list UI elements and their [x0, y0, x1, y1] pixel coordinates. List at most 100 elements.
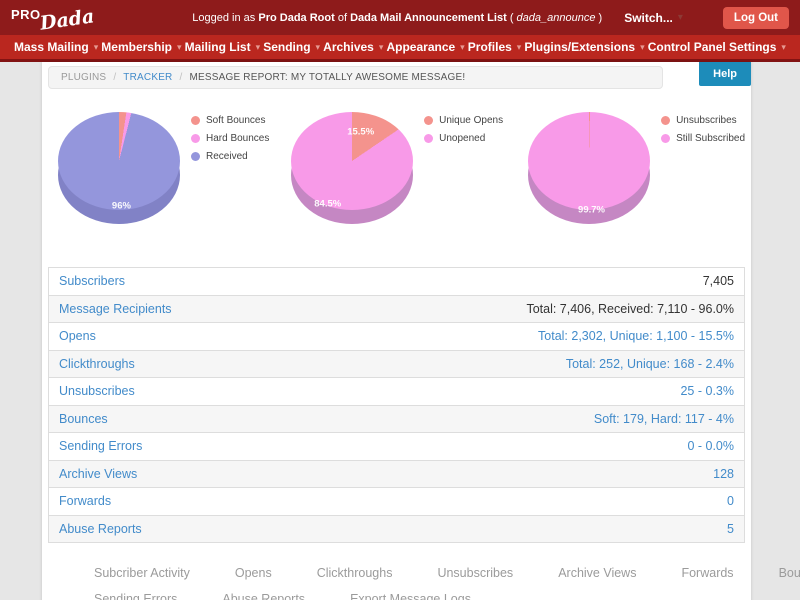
- stat-value-sending-errors: 0 - 0.0%: [257, 432, 745, 460]
- stat-link-abuse-reports[interactable]: Abuse Reports: [59, 521, 142, 536]
- stat-value-abuse-reports: 5: [257, 514, 745, 543]
- pie-percent-label: 96%: [111, 200, 131, 212]
- switch-list-dropdown[interactable]: Switch... ▾: [624, 11, 683, 25]
- footer-link-forwards[interactable]: Forwards: [681, 566, 734, 580]
- footer-link-subcriber-activity[interactable]: Subcriber Activity: [94, 566, 190, 580]
- login-user: Pro Dada Root: [258, 11, 335, 24]
- nav-item-label: Appearance: [386, 40, 456, 54]
- stat-label-cell: Subscribers: [49, 268, 258, 296]
- stat-value-clickthroughs: Total: 252, Unique: 168 - 2.4%: [257, 349, 745, 378]
- stat-label-cell: Bounces: [48, 404, 258, 433]
- stats-row-bounces: Bounces Soft: 179, Hard: 117 - 4%: [48, 404, 745, 433]
- pie-charts-section: 96% Soft Bounces Hard Bounces Received 15.5%…: [48, 112, 745, 254]
- stats-row-archive-views: Archive Views 128: [48, 459, 745, 488]
- stat-link-clickthroughs[interactable]: Clickthroughs: [59, 356, 135, 371]
- message-stats-table: Subscribers 7,405 Message Recipients Total:…: [48, 267, 745, 543]
- pro-dada-logo[interactable]: PRO Dada: [11, 4, 96, 35]
- nav-item-mass-mailing[interactable]: Mass Mailing ▾: [14, 40, 98, 54]
- nav-item-plugins-extensions[interactable]: Plugins/Extensions ▾: [524, 40, 644, 54]
- footer-link-sending-errors[interactable]: Sending Errors: [94, 592, 178, 600]
- footer-link-opens[interactable]: Opens: [234, 566, 272, 580]
- logo-pro-text: PRO: [11, 6, 41, 22]
- legend-label: Unique Opens: [439, 115, 504, 126]
- legend-opens: Unique Opens Unopened: [424, 115, 503, 151]
- report-footer-links: Subcriber Activity Opens Clickthroughs Unsu…: [48, 566, 800, 600]
- nav-item-sending[interactable]: Sending ▾: [263, 40, 320, 54]
- legend-item-soft-bounces: Soft Bounces: [191, 115, 269, 126]
- login-list-name: Dada Mail Announcement List: [350, 11, 507, 24]
- stat-link-bounces[interactable]: Bounces: [59, 411, 108, 426]
- legend-unsubscribes: Unsubscribes Still Subscribed: [661, 115, 745, 151]
- footer-link-export-message-logs[interactable]: Export Message Logs: [350, 592, 471, 600]
- chevron-down-icon: ▾: [93, 41, 99, 52]
- nav-item-label: Membership: [101, 40, 172, 54]
- legend-label: Unsubscribes: [676, 115, 737, 126]
- stat-link-opens[interactable]: Opens: [59, 329, 96, 343]
- footer-link-bounces[interactable]: Bounces: [778, 566, 800, 580]
- footer-link-clickthroughs[interactable]: Clickthroughs: [316, 566, 393, 580]
- nav-item-mailing-list[interactable]: Mailing List ▾: [185, 40, 261, 54]
- chevron-down-icon: ▾: [677, 12, 683, 23]
- pie-chart-unsubscribes: 99.7% Unsubscribes Still Subscribed: [503, 112, 745, 254]
- stat-link-unsubscribes[interactable]: Unsubscribes: [59, 384, 135, 398]
- chevron-down-icon: ▾: [460, 41, 465, 52]
- nav-item-appearance[interactable]: Appearance ▾: [386, 40, 464, 54]
- pie-surface: [528, 112, 651, 210]
- legend-color-dot: [191, 152, 200, 161]
- stat-link-forwards[interactable]: Forwards: [59, 494, 112, 508]
- top-header-bar: PRO Dada Logged in as Pro Dada Root of D…: [0, 0, 800, 35]
- stat-value-bounces: Soft: 179, Hard: 117 - 4%: [257, 404, 745, 433]
- legend-color-dot: [661, 134, 671, 143]
- login-of: of: [337, 11, 348, 24]
- nav-item-label: Mass Mailing: [14, 40, 89, 54]
- legend-color-dot: [191, 134, 200, 143]
- paren-open: (: [509, 11, 514, 24]
- footer-link-archive-views[interactable]: Archive Views: [558, 566, 637, 580]
- help-button[interactable]: Help: [699, 62, 751, 86]
- nav-item-membership[interactable]: Membership ▾: [101, 40, 181, 54]
- content-card: PLUGINS / TRACKER / MESSAGE REPORT: MY TOTAL…: [42, 62, 800, 600]
- log-out-button[interactable]: Log Out: [722, 6, 789, 29]
- legend-color-dot: [424, 116, 434, 125]
- stat-label-cell: Archive Views: [48, 459, 258, 488]
- breadcrumb-item-tracker[interactable]: TRACKER: [123, 72, 173, 83]
- legend-item-received: Received: [191, 151, 269, 162]
- nav-item-profiles[interactable]: Profiles ▾: [468, 40, 522, 54]
- footer-link-abuse-reports[interactable]: Abuse Reports: [222, 592, 306, 600]
- legend-item-hard-bounces: Hard Bounces: [191, 133, 269, 144]
- breadcrumb-item-message-report-my-totally-awesome-message: MESSAGE REPORT: MY TOTALLY AWESOME MESSA…: [189, 72, 466, 83]
- pie-chart-opens: 15.5% 84.5% Unique Opens Unopened: [271, 112, 503, 254]
- footer-link-unsubscribes[interactable]: Unsubscribes: [437, 566, 514, 580]
- logo-dada-text: Dada: [38, 4, 96, 35]
- nav-item-label: Control Panel Settings: [647, 40, 777, 54]
- stat-label-cell: Message Recipients: [48, 294, 258, 323]
- stats-row-clickthroughs: Clickthroughs Total: 252, Unique: 168 - 2…: [48, 349, 745, 378]
- legend-item-still-subscribed: Still Subscribed: [661, 133, 745, 144]
- legend-label: Unopened: [439, 133, 486, 144]
- chevron-down-icon: ▾: [640, 41, 645, 52]
- stat-link-sending-errors[interactable]: Sending Errors: [59, 439, 143, 453]
- stats-row-abuse-reports: Abuse Reports 5: [48, 514, 745, 543]
- stats-row-unsubscribes: Unsubscribes 25 - 0.3%: [48, 377, 745, 405]
- stat-value-unsubscribes: 25 - 0.3%: [257, 377, 745, 405]
- stats-row-subscribers: Subscribers 7,405: [49, 268, 745, 296]
- legend-label: Hard Bounces: [206, 133, 270, 144]
- stat-link-archive-views[interactable]: Archive Views: [59, 466, 138, 481]
- nav-item-label: Plugins/Extensions: [524, 40, 636, 54]
- stat-link-subscribers[interactable]: Subscribers: [59, 274, 125, 288]
- stat-link-message-recipients[interactable]: Message Recipients: [59, 301, 172, 316]
- nav-item-control-panel-settings[interactable]: Control Panel Settings ▾: [648, 40, 786, 54]
- stat-label-cell: Opens: [48, 322, 258, 350]
- nav-item-archives[interactable]: Archives ▾: [323, 40, 383, 54]
- legend-item-unopened: Unopened: [424, 133, 503, 144]
- legend-label: Received: [206, 151, 248, 162]
- breadcrumb-separator: /: [113, 72, 117, 83]
- pie-percent-label: 84.5%: [314, 198, 342, 210]
- stat-value-forwards: 0: [257, 487, 745, 515]
- footer-link-row: Sending Errors Abuse Reports Export Messag…: [94, 592, 745, 600]
- legend-color-dot: [424, 134, 434, 143]
- legend-item-unique-opens: Unique Opens: [424, 115, 503, 126]
- breadcrumb-item-plugins: PLUGINS: [61, 72, 107, 83]
- login-prefix: Logged in as: [192, 11, 256, 24]
- pie-chart-delivery: 96% Soft Bounces Hard Bounces Received: [48, 112, 271, 254]
